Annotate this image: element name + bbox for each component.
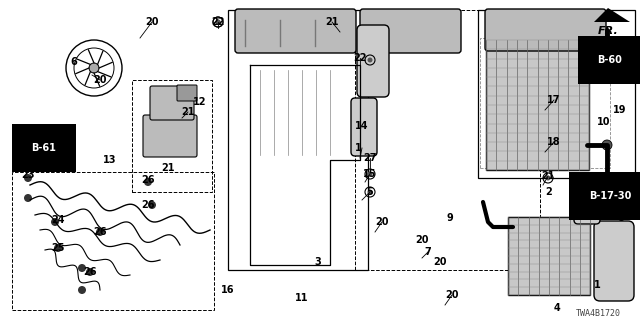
Text: 23: 23 [21,170,35,180]
Text: 5: 5 [367,187,373,197]
Text: 19: 19 [613,105,627,115]
Circle shape [78,264,86,272]
Text: 26: 26 [83,267,97,277]
Bar [486,40,589,170]
Bar [478,10,635,178]
Text: 13: 13 [103,155,116,165]
Text: 20: 20 [445,290,459,300]
Text: 4: 4 [554,303,561,313]
Text: 27: 27 [364,153,377,163]
Circle shape [545,175,550,180]
Text: 20: 20 [375,217,388,227]
FancyBboxPatch shape [150,86,194,120]
Text: 1: 1 [594,280,600,290]
Text: 20: 20 [145,17,159,27]
Text: 6: 6 [70,57,77,67]
Circle shape [78,286,86,294]
Circle shape [86,268,94,276]
Text: 8: 8 [618,213,625,223]
FancyBboxPatch shape [357,25,389,97]
Text: 17: 17 [547,95,561,105]
Text: 11: 11 [295,293,308,303]
Bar [480,38,610,168]
Circle shape [216,20,221,25]
FancyBboxPatch shape [351,98,377,156]
Bar [355,10,540,270]
Text: 21: 21 [161,163,175,173]
Text: 16: 16 [221,285,235,295]
Circle shape [216,20,221,25]
Text: B-61: B-61 [31,143,56,153]
Text: 3: 3 [315,257,321,267]
Text: 26: 26 [141,200,155,210]
Text: FR.: FR. [598,26,619,36]
Circle shape [96,228,104,236]
Text: 22: 22 [211,17,225,27]
Bar [12,172,214,310]
Bar [228,10,368,270]
Text: 20: 20 [433,257,447,267]
FancyBboxPatch shape [485,9,606,51]
Circle shape [367,58,372,62]
Text: 14: 14 [355,121,369,131]
FancyBboxPatch shape [574,174,600,224]
Circle shape [602,140,612,150]
Circle shape [24,194,32,202]
Bar [508,217,590,295]
Circle shape [148,201,156,209]
Text: 15: 15 [364,169,377,179]
Text: B-60: B-60 [598,55,623,65]
Text: 10: 10 [597,117,611,127]
Text: 12: 12 [193,97,207,107]
Text: 26: 26 [141,175,155,185]
Circle shape [89,63,99,73]
Text: 20: 20 [93,75,107,85]
Text: 26: 26 [93,227,107,237]
Circle shape [51,218,59,226]
Circle shape [367,172,372,177]
Text: 21: 21 [325,17,339,27]
Polygon shape [594,8,630,22]
FancyBboxPatch shape [594,221,634,301]
FancyBboxPatch shape [143,115,197,157]
Circle shape [602,60,612,70]
Text: 25: 25 [51,243,65,253]
FancyBboxPatch shape [360,9,461,53]
Text: 1: 1 [355,143,362,153]
Text: 20: 20 [415,235,429,245]
Bar [132,80,212,192]
Circle shape [24,174,32,182]
Text: 22: 22 [353,53,367,63]
Text: 18: 18 [547,137,561,147]
Text: 9: 9 [447,213,453,223]
Circle shape [54,244,62,252]
Text: 21: 21 [181,107,195,117]
FancyBboxPatch shape [235,9,356,53]
Circle shape [144,178,152,186]
Text: 21: 21 [541,171,555,181]
Circle shape [367,189,372,195]
Text: 2: 2 [546,187,552,197]
Text: 1: 1 [594,67,600,77]
Text: 24: 24 [51,215,65,225]
Text: TWA4B1720: TWA4B1720 [575,309,621,318]
Text: B-17-30: B-17-30 [589,191,631,201]
Text: 7: 7 [424,247,431,257]
FancyBboxPatch shape [177,85,197,101]
